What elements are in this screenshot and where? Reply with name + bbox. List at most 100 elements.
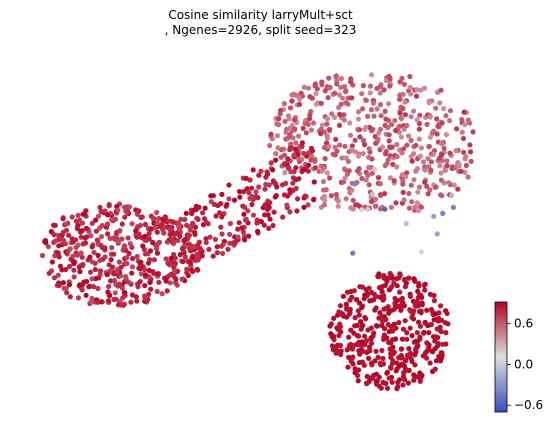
data-point	[373, 305, 379, 311]
data-point	[381, 296, 387, 302]
data-point	[385, 101, 392, 107]
data-point	[369, 191, 376, 197]
data-point	[375, 354, 381, 360]
data-point	[382, 163, 388, 169]
data-point	[465, 174, 471, 180]
data-point	[413, 142, 419, 148]
data-point	[97, 225, 103, 231]
data-point	[437, 163, 443, 169]
data-point	[352, 181, 358, 187]
title-line-1: Cosine similarity larryMult+sct	[168, 8, 353, 22]
data-point	[333, 136, 339, 142]
data-point	[249, 194, 255, 200]
data-point	[347, 297, 353, 303]
data-point	[147, 248, 154, 254]
data-point	[63, 221, 69, 227]
scatter-points	[39, 72, 476, 392]
data-point	[431, 292, 437, 298]
data-point	[129, 292, 136, 298]
data-point	[413, 168, 419, 174]
data-point	[417, 336, 423, 342]
data-point	[417, 378, 423, 384]
data-point	[364, 349, 370, 355]
data-point	[89, 244, 95, 250]
data-point	[320, 178, 327, 185]
data-point	[90, 284, 97, 290]
data-point	[368, 336, 374, 342]
data-point	[285, 113, 291, 119]
data-point	[104, 271, 110, 278]
data-point	[281, 101, 287, 107]
data-point	[388, 340, 394, 346]
data-point	[137, 266, 143, 272]
data-point	[408, 137, 414, 143]
data-point	[301, 84, 307, 90]
data-point	[48, 268, 55, 274]
data-point	[273, 157, 279, 163]
data-point	[356, 312, 362, 318]
data-point	[226, 196, 232, 202]
data-point	[240, 229, 246, 235]
data-point	[467, 149, 474, 155]
data-point	[383, 316, 389, 322]
data-point	[353, 202, 359, 208]
data-point	[241, 236, 248, 243]
data-point	[192, 231, 198, 237]
data-point	[283, 129, 289, 135]
data-point	[408, 308, 414, 314]
data-point	[406, 346, 412, 352]
data-point	[416, 184, 423, 190]
data-point	[66, 232, 72, 238]
data-point	[308, 127, 314, 133]
data-point	[97, 257, 103, 264]
data-point	[393, 127, 399, 134]
data-point	[392, 295, 398, 302]
data-point	[168, 271, 174, 277]
data-point	[329, 111, 335, 117]
data-point	[403, 174, 409, 180]
data-point	[296, 101, 303, 107]
data-point	[311, 197, 317, 203]
data-point	[133, 228, 139, 234]
data-point	[326, 126, 333, 133]
data-point	[390, 161, 396, 167]
data-point	[401, 126, 407, 132]
data-point	[64, 290, 70, 296]
data-point	[324, 133, 330, 139]
data-point	[412, 277, 418, 283]
data-point	[337, 321, 343, 327]
data-point	[74, 226, 81, 232]
data-point	[402, 318, 408, 324]
data-point	[246, 233, 252, 239]
data-point	[160, 226, 166, 232]
data-point	[154, 242, 160, 248]
data-point	[342, 143, 348, 149]
data-point	[432, 334, 438, 340]
data-point	[441, 145, 447, 151]
data-point	[127, 241, 133, 247]
data-point	[290, 135, 296, 141]
data-point	[180, 258, 186, 265]
data-point	[291, 152, 297, 158]
data-point	[73, 218, 79, 224]
data-point	[377, 102, 384, 108]
data-point	[413, 93, 420, 99]
data-point	[236, 220, 242, 226]
data-point	[362, 292, 368, 298]
data-point	[130, 255, 136, 262]
data-point	[227, 240, 233, 246]
data-point	[366, 182, 372, 188]
data-point	[241, 211, 247, 217]
data-point	[414, 330, 420, 336]
data-point	[293, 185, 299, 191]
data-point	[395, 383, 401, 390]
data-point	[406, 133, 412, 139]
data-point	[368, 340, 375, 346]
data-point	[350, 82, 356, 88]
data-point	[82, 211, 88, 217]
data-point	[435, 123, 441, 129]
data-point	[356, 127, 362, 133]
data-point	[177, 233, 183, 239]
data-point	[105, 231, 111, 237]
data-point	[106, 283, 112, 290]
